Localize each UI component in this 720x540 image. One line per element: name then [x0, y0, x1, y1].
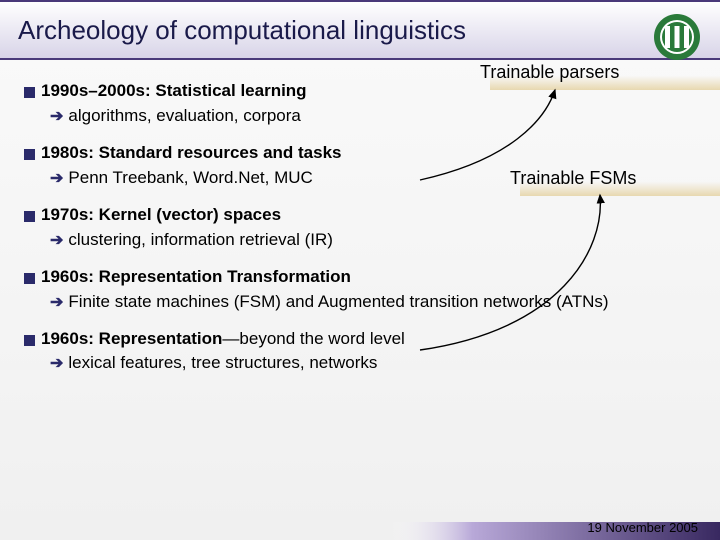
arrow-icon: ➔ [50, 168, 63, 190]
bullet-item: 1990s–2000s: Statistical learning ➔ algo… [24, 80, 696, 128]
topic-label: Statistical learning [155, 81, 306, 100]
sub-text: Finite state machines (FSM) and Augmente… [68, 291, 608, 314]
bullet-item: 1970s: Kernel (vector) spaces ➔ clusteri… [24, 204, 696, 252]
annotation-fsms: Trainable FSMs [510, 168, 636, 189]
sub-text: lexical features, tree structures, netwo… [68, 352, 377, 375]
bullet-item: 1960s: Representation Transformation ➔ F… [24, 266, 696, 314]
topic-label: Kernel (vector) spaces [99, 205, 281, 224]
topic-label: Representation Transformation [99, 267, 351, 286]
bullet-icon [24, 87, 35, 98]
arrow-icon: ➔ [50, 292, 63, 314]
slide-title: Archeology of computational linguistics [18, 15, 466, 46]
decade-label: 1980s: [41, 143, 94, 162]
bullet-icon [24, 211, 35, 222]
topic-label: Standard resources and tasks [99, 143, 342, 162]
content-area: Trainable parsers Trainable FSMs 1990s–2… [0, 60, 720, 375]
title-bar: Archeology of computational linguistics [0, 0, 720, 60]
decade-label: 1970s: [41, 205, 94, 224]
bullet-icon [24, 335, 35, 346]
bullet-icon [24, 273, 35, 284]
logo-icon [652, 12, 702, 62]
bullet-icon [24, 149, 35, 160]
sub-text: algorithms, evaluation, corpora [68, 105, 300, 128]
decade-label: 1960s: [41, 329, 94, 348]
arrow-icon: ➔ [50, 230, 63, 252]
topic-prefix: Representation [99, 329, 223, 348]
sub-text: Penn Treebank, Word.Net, MUC [68, 167, 312, 190]
bullet-item: 1960s: Representation—beyond the word le… [24, 328, 696, 376]
arrow-icon: ➔ [50, 353, 63, 375]
topic-suffix: —beyond the word level [222, 329, 404, 348]
footer-bar: 19 November 2005 [390, 514, 720, 540]
decade-label: 1990s–2000s: [41, 81, 151, 100]
footer-date: 19 November 2005 [587, 520, 698, 535]
annotation-parsers: Trainable parsers [480, 62, 619, 83]
arrow-icon: ➔ [50, 106, 63, 128]
decade-label: 1960s: [41, 267, 94, 286]
sub-text: clustering, information retrieval (IR) [68, 229, 333, 252]
